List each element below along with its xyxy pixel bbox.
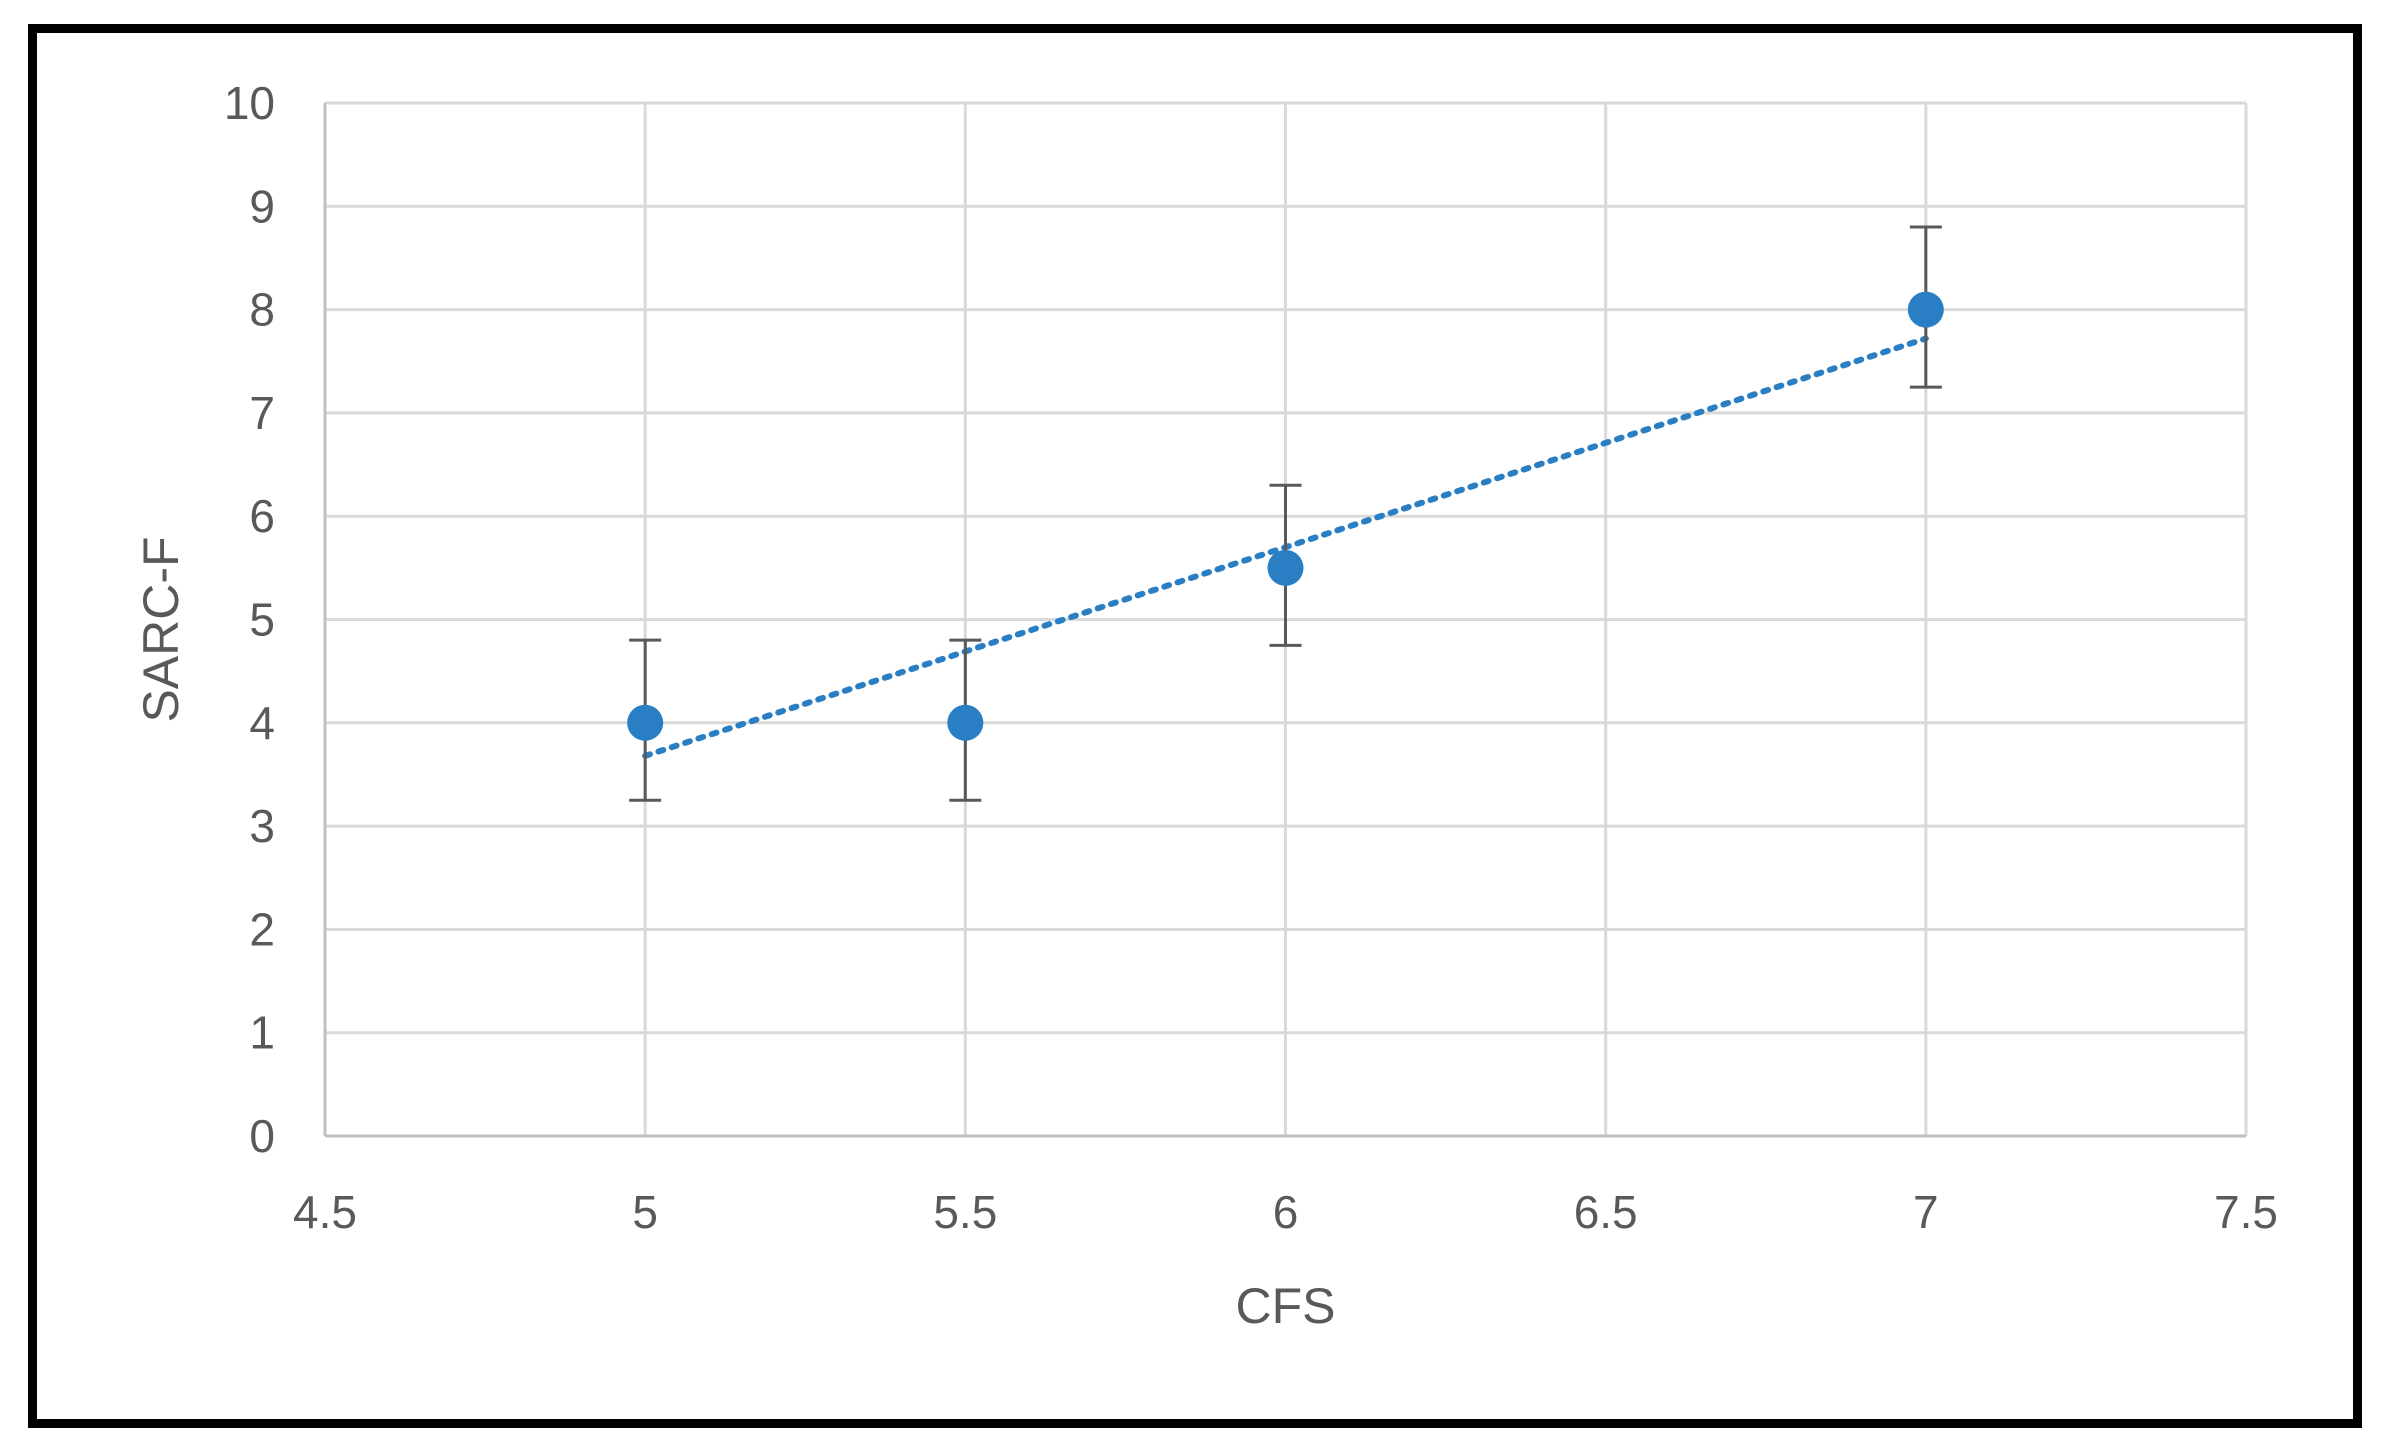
y-tick-label: 5 — [249, 594, 275, 646]
x-tick-label: 6 — [1273, 1186, 1299, 1238]
x-tick-label: 5 — [632, 1186, 658, 1238]
y-tick-label: 6 — [249, 490, 275, 542]
y-tick-label: 7 — [249, 387, 275, 439]
x-tick-label: 5.5 — [933, 1186, 997, 1238]
x-tick-label: 4.5 — [293, 1186, 357, 1238]
x-tick-label: 7.5 — [2214, 1186, 2278, 1238]
y-tick-label: 8 — [249, 284, 275, 336]
x-tick-label: 7 — [1913, 1186, 1939, 1238]
data-point — [627, 704, 664, 741]
grid — [325, 101, 2248, 1136]
y-tick-labels: 0 1 2 3 4 5 6 7 8 9 10 — [224, 77, 275, 1162]
chart-frame — [28, 24, 2362, 1428]
y-tick-label: 10 — [224, 77, 275, 129]
y-tick-label: 1 — [249, 1007, 275, 1059]
y-tick-label: 0 — [249, 1110, 275, 1162]
x-tick-label: 6.5 — [1574, 1186, 1638, 1238]
data-point — [947, 704, 984, 741]
x-tick-labels: 4.5 5 5.5 6 6.5 7 7.5 — [293, 1186, 2278, 1238]
y-tick-label: 9 — [249, 180, 275, 232]
axes — [323, 103, 2246, 1138]
y-tick-label: 3 — [249, 800, 275, 852]
data-points — [627, 291, 1944, 741]
x-axis-title: CFS — [1236, 1278, 1336, 1334]
y-axis-title: SARC-F — [133, 536, 189, 722]
data-point — [1907, 291, 1944, 328]
data-point — [1267, 549, 1304, 586]
y-tick-label: 2 — [249, 903, 275, 955]
y-tick-label: 4 — [249, 697, 275, 749]
